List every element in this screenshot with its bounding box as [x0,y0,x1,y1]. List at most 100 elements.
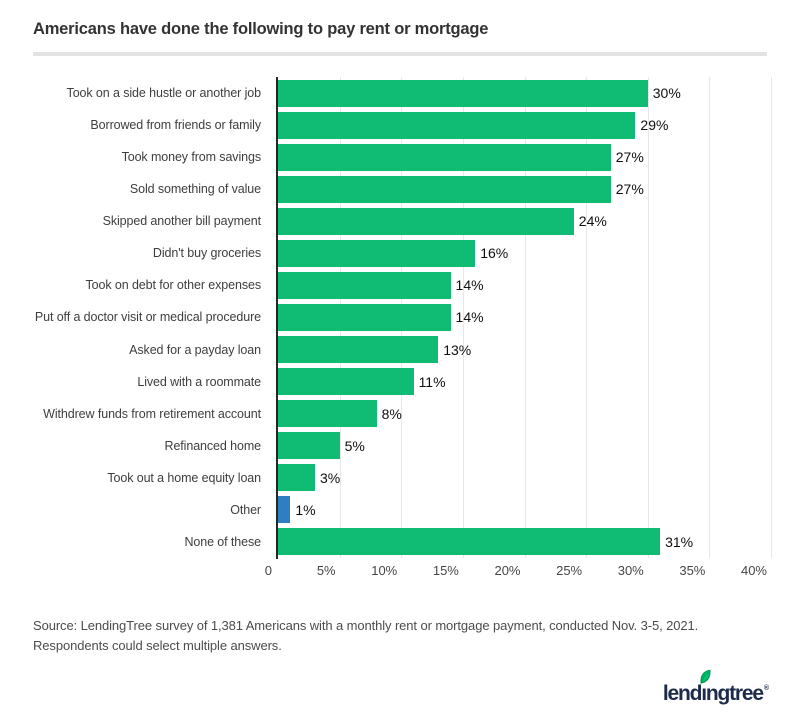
category-label: None of these [184,534,261,549]
category-label: Put off a doctor visit or medical proced… [34,310,261,325]
bar [278,175,611,203]
bar-track: 14% [278,269,771,301]
value-label: 27% [615,149,644,166]
bar [278,207,574,235]
source-line-2: Respondents could select multiple answer… [33,638,282,653]
lendingtree-wordmark: lend ı ngtree ® [662,669,769,705]
category-label: Lived with a roommate [137,374,261,389]
source-line-1: Source: LendingTree survey of 1,381 Amer… [33,618,699,633]
bar [278,303,451,331]
value-label: 14% [455,309,484,326]
bar-track: 31% [278,526,771,558]
bar [278,79,648,107]
bar [278,271,451,299]
bar-track: 30% [278,77,771,109]
bar-row: Sold something of value 27% [0,173,800,205]
bar-row: Took on a side hustle or another job 30% [0,77,800,109]
value-label: 30% [652,85,681,102]
bar-chart: Took on a side hustle or another job 30% B… [0,77,800,581]
value-label: 27% [615,181,644,198]
value-label: 1% [295,501,316,518]
category-label: Sold something of value [129,182,261,197]
logo-text-pre: lend [662,682,703,705]
bar-row: Took on debt for other expenses 14% [0,269,800,301]
bar-row: Skipped another bill payment 24% [0,205,800,237]
bar-track: 1% [278,494,771,526]
gridline [709,77,711,558]
category-label: Skipped another bill payment [102,214,262,229]
x-tick-label: 0 [264,563,272,578]
bar [278,432,340,460]
x-axis-ticks: 0 5% 10% 15% 20% 25% 30% 35% 40% [0,563,800,581]
category-label: Took out a home equity loan [107,470,261,485]
x-tick-label: 10% [371,563,398,578]
bar [278,464,315,492]
y-axis-line [276,77,278,559]
category-label: Took on debt for other expenses [85,278,262,293]
registered-trademark-icon: ® [763,685,769,692]
bar [278,111,636,139]
bar-row: Asked for a payday loan 13% [0,334,800,366]
value-label: 16% [480,245,509,262]
category-label: Refinanced home [164,438,262,453]
category-label: Other [230,502,261,517]
gridline [524,77,526,558]
bar [278,239,476,267]
bar-track: 27% [278,173,771,205]
bar-row: Other 1% [0,494,800,526]
bar-track: 11% [278,366,771,398]
lendingtree-logo: lend ı ngtree ® [663,662,769,704]
x-tick-label: 35% [679,563,706,578]
bar-track: 16% [278,237,771,269]
category-label: Took on a side hustle or another job [66,86,262,101]
leaf-icon [700,669,711,684]
gridline [647,77,649,558]
category-label: Withdrew funds from retirement account [43,406,261,421]
bar [278,143,611,171]
bar-rows: Took on a side hustle or another job 30% B… [0,77,800,558]
source-note: Source: LendingTree survey of 1,381 Amer… [33,616,773,656]
x-tick-label: 5% [316,563,336,578]
value-label: 14% [455,277,484,294]
x-tick-label: 25% [556,563,583,578]
bar-track: 8% [278,398,771,430]
x-tick-label: 15% [432,563,459,578]
x-tick-label: 20% [494,563,521,578]
bar [278,336,439,364]
bar-row: None of these 31% [0,526,800,558]
gridline [586,77,588,558]
category-label: Didn't buy groceries [152,246,261,261]
gridline [771,77,772,558]
bar-row: Didn't buy groceries 16% [0,237,800,269]
bar-row: Took money from savings 27% [0,141,800,173]
bar-row: Lived with a roommate 11% [0,366,800,398]
logo-letter-i: ı [700,669,711,705]
bar-track: 29% [278,109,771,141]
bar-row: Took out a home equity loan 3% [0,462,800,494]
value-label: 11% [418,373,446,390]
bar [278,400,377,428]
bar [278,368,414,396]
bar-track: 14% [278,301,771,333]
bar-track: 24% [278,205,771,237]
category-label: Borrowed from friends or family [90,118,261,133]
x-tick-label: 30% [617,563,644,578]
bar-track: 27% [278,141,771,173]
bar-row: Borrowed from friends or family 29% [0,109,800,141]
category-label: Took money from savings [121,150,262,165]
bar-row: Refinanced home 5% [0,430,800,462]
x-tick-label: 40% [740,563,767,578]
value-label: 5% [344,437,365,454]
bar-track: 3% [278,462,771,494]
chart-title: Americans have done the following to pay… [33,20,489,38]
category-label: Asked for a payday loan [129,342,261,357]
value-label: 31% [665,533,694,550]
bar-row: Put off a doctor visit or medical proced… [0,301,800,333]
value-label: 29% [640,117,669,134]
value-label: 8% [381,405,402,422]
bar-row: Withdrew funds from retirement account 8% [0,398,800,430]
bar [278,528,661,556]
bar-track: 13% [278,334,771,366]
logo-text-i: ı [701,682,707,705]
